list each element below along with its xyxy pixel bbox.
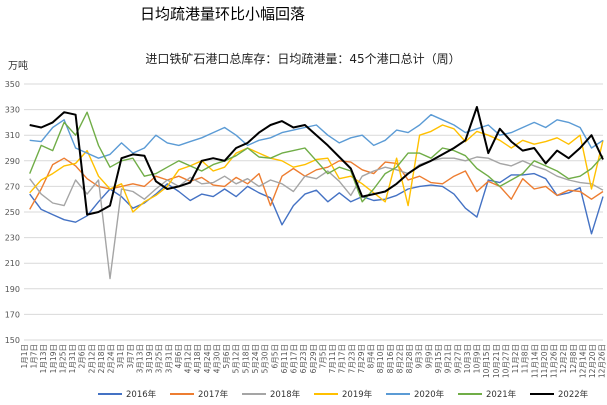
y-tick-label: 350 xyxy=(5,80,20,89)
x-tick-label: 6月11日 xyxy=(280,344,289,373)
x-tick-label: 1月25日 xyxy=(58,344,67,373)
x-tick-label: 10月27日 xyxy=(501,344,510,378)
x-tick-label: 11月14日 xyxy=(530,344,539,378)
x-tick-label: 5月24日 xyxy=(251,344,260,373)
y-tick-label: 190 xyxy=(5,285,20,294)
x-tick-label: 3月13日 xyxy=(135,344,144,373)
y-tick-label: 230 xyxy=(5,234,20,243)
x-tick-label: 2月12日 xyxy=(87,344,96,373)
series-line-2018年 xyxy=(29,156,604,280)
gridlines xyxy=(24,83,603,341)
chart-title: 日均疏港量环比小幅回落 xyxy=(140,5,305,23)
y-unit-label: 万吨 xyxy=(8,59,28,72)
x-tick-label: 8月22日 xyxy=(395,344,404,373)
y-tick-label: 250 xyxy=(5,208,20,217)
x-tick-label: 8月10日 xyxy=(376,344,385,373)
x-tick-label: 10月21日 xyxy=(492,344,501,378)
x-tick-label: 3月31日 xyxy=(164,344,173,373)
x-tick-label: 12月2日 xyxy=(559,344,568,373)
series-line-2021年 xyxy=(29,111,604,203)
x-tick-label: 4月30日 xyxy=(212,344,221,373)
x-tick-label: 6月23日 xyxy=(299,344,308,373)
x-tick-label: 8月28日 xyxy=(405,344,414,373)
series-line-2019年 xyxy=(29,124,604,213)
x-tick-label: 9月15日 xyxy=(434,344,443,373)
x-tick-label: 4月6日 xyxy=(174,344,183,369)
x-tick-label: 2月18日 xyxy=(97,344,106,373)
x-tick-label: 1月7日 xyxy=(29,344,38,369)
legend-label: 2016年 xyxy=(126,389,157,400)
x-tick-label: 1月13日 xyxy=(39,344,48,373)
y-tick-label: 150 xyxy=(5,336,20,345)
series-line-2020年 xyxy=(29,114,604,159)
x-tick-label: 3月7日 xyxy=(126,344,135,369)
x-tick-label: 4月18日 xyxy=(193,344,202,373)
y-tick-label: 330 xyxy=(5,106,20,115)
x-tick-label: 5月12日 xyxy=(232,344,241,373)
x-tick-label: 7月17日 xyxy=(338,344,347,373)
x-tick-label: 7月5日 xyxy=(318,344,327,369)
x-tick-label: 10月15日 xyxy=(482,344,491,378)
x-tick-label: 10月9日 xyxy=(473,344,482,373)
x-tick-label: 6月29日 xyxy=(309,344,318,373)
x-tick-label: 11月26日 xyxy=(550,344,559,378)
legend-label: 2022年 xyxy=(558,389,589,400)
x-axis-ticks: 1月1日 1月7日 1月13日 1月19日 1月25日 1月31日 2月6日 2月12日 2月1… xyxy=(20,344,607,378)
x-tick-label: 10月3日 xyxy=(463,344,472,373)
x-tick-label: 11月8日 xyxy=(521,344,530,373)
x-tick-label: 9月27日 xyxy=(453,344,462,373)
chart-subtitle: 进口铁矿石港口总库存：日均疏港量：45个港口总计（周） xyxy=(145,51,460,66)
x-tick-label: 5月18日 xyxy=(241,344,250,373)
x-tick-label: 3月1日 xyxy=(116,344,125,369)
x-tick-label: 6月5日 xyxy=(270,344,279,369)
x-tick-label: 6月17日 xyxy=(290,344,299,373)
y-tick-label: 310 xyxy=(5,131,20,140)
x-tick-label: 5月30日 xyxy=(261,344,270,373)
y-axis-ticks: 150 170 190 210 230 250 270 290 310 330 350 xyxy=(5,80,20,345)
x-tick-label: 1月31日 xyxy=(68,344,77,373)
legend: 2016年 2017年 2018年 2019年 2020年 2021年 2022年 xyxy=(98,389,589,400)
series-line-2016年 xyxy=(29,172,604,235)
x-tick-label: 7月11日 xyxy=(328,344,337,373)
x-tick-label: 7月23日 xyxy=(347,344,356,373)
series-line-2022年 xyxy=(29,106,604,216)
x-tick-label: 11月20日 xyxy=(540,344,549,378)
series-lines xyxy=(29,106,604,280)
x-tick-label: 12月14日 xyxy=(578,344,587,378)
legend-label: 2019年 xyxy=(342,389,373,400)
y-tick-label: 170 xyxy=(5,310,20,319)
x-tick-label: 9月21日 xyxy=(444,344,453,373)
y-tick-label: 290 xyxy=(5,157,20,166)
x-tick-label: 8月16日 xyxy=(386,344,395,373)
x-tick-label: 12月20日 xyxy=(588,344,597,378)
legend-label: 2018年 xyxy=(270,389,301,400)
x-tick-label: 5月6日 xyxy=(222,344,231,369)
x-tick-label: 11月2日 xyxy=(511,344,520,373)
x-tick-label: 2月6日 xyxy=(78,344,87,369)
x-tick-label: 12月8日 xyxy=(569,344,578,373)
x-tick-label: 8月4日 xyxy=(367,344,376,369)
x-tick-label: 4月24日 xyxy=(203,344,212,373)
x-tick-label: 1月19日 xyxy=(49,344,58,373)
x-tick-label: 7月29日 xyxy=(357,344,366,373)
legend-label: 2021年 xyxy=(486,389,517,400)
x-tick-label: 2月24日 xyxy=(107,344,116,373)
x-tick-label: 1月1日 xyxy=(20,344,29,369)
x-tick-label: 3月25日 xyxy=(155,344,164,373)
y-tick-label: 270 xyxy=(5,182,20,191)
x-tick-label: 9月9日 xyxy=(424,344,433,369)
x-tick-label: 9月3日 xyxy=(415,344,424,369)
x-tick-label: 12月26日 xyxy=(598,344,607,378)
x-tick-label: 4月12日 xyxy=(184,344,193,373)
series-line-2017年 xyxy=(29,157,604,210)
y-tick-label: 210 xyxy=(5,259,20,268)
x-tick-label: 3月19日 xyxy=(145,344,154,373)
legend-label: 2020年 xyxy=(414,389,445,400)
legend-label: 2017年 xyxy=(198,389,229,400)
